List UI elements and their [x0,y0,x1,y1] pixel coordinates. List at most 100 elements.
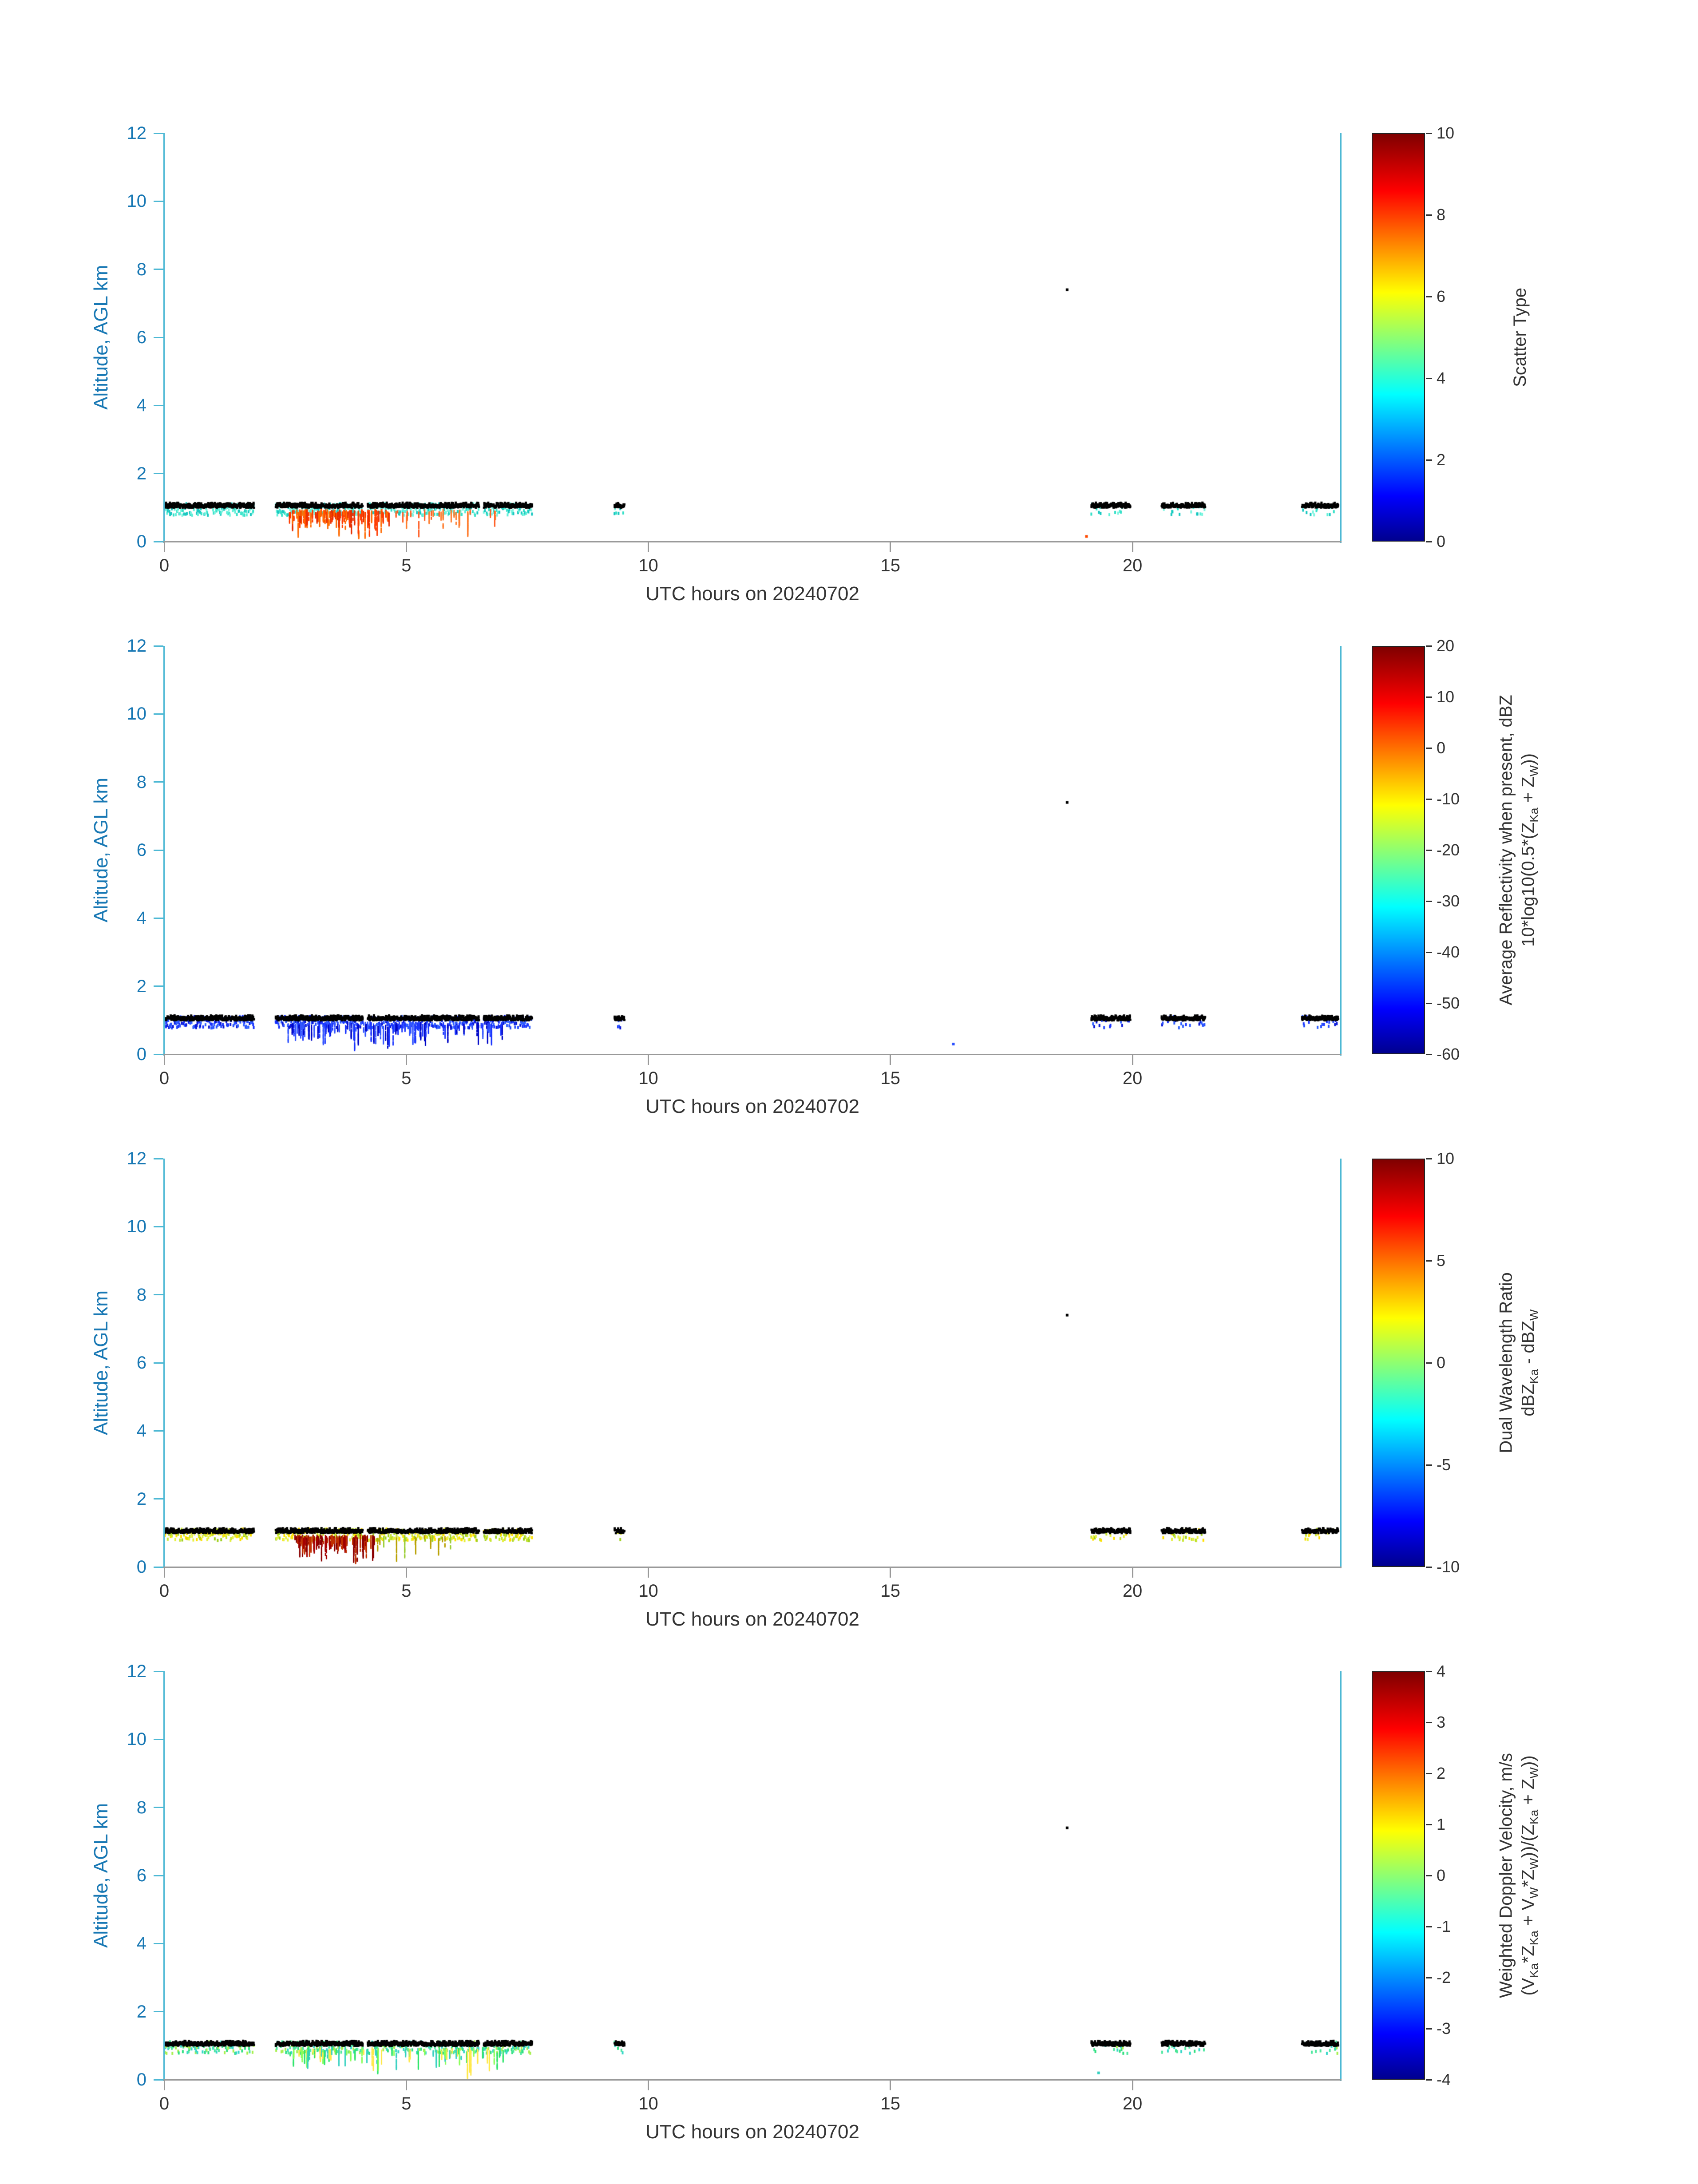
colorbar-label-subscript: Ka [1527,1809,1541,1824]
colorbar-tick-label: -10 [1437,1558,1460,1576]
colorbar-tick-label: 20 [1437,637,1455,655]
y-tick-mark [154,200,163,202]
y-tick-mark [154,1158,163,1159]
colorbar-tick-mark [1426,1260,1432,1262]
colorbar-label-subscript: W [1527,765,1541,777]
colorbar-tick-label: 1 [1437,1815,1446,1833]
x-tick-mark [1132,1055,1133,1065]
y-tick-mark [154,1362,163,1364]
y-tick-label: 2 [136,2002,146,2022]
y-tick-mark [154,269,163,270]
colorbar-tick-label: 2 [1437,1764,1446,1782]
x-axis-line [163,1567,1342,1568]
plot-canvas [164,133,1341,542]
y-tick-label: 10 [127,1217,147,1237]
colorbar-tick-mark [1426,1977,1432,1978]
colorbar-tick-mark [1426,214,1432,216]
y-tick-label: 0 [136,532,146,551]
x-tick-label: 0 [159,2094,170,2113]
y-tick-label: 0 [136,1045,146,1064]
colorbar [1372,1671,1425,2080]
colorbar-tick-mark [1426,1824,1432,1825]
colorbar-tick-mark [1426,1670,1432,1672]
colorbar-tick-label: -30 [1437,892,1460,910]
plot-canvas [164,1671,1341,2080]
colorbar-label-subscript: W [1527,1309,1541,1321]
x-tick-label: 20 [1122,1068,1143,1088]
colorbar-tick-label: 0 [1437,532,1446,550]
y-tick-label: 8 [136,259,146,279]
right-axis-line [1340,133,1342,543]
y-tick-mark [154,645,163,647]
x-tick-label: 5 [401,556,412,575]
y-tick-mark [154,336,163,338]
colorbar-label: Dual Wavelength Ratio dBZKa - dBZW [1495,1272,1545,1453]
x-tick-mark [163,542,165,552]
x-tick-label: 15 [880,1581,901,1601]
x-axis-line [163,1054,1342,1055]
y-tick-label: 4 [136,396,146,415]
y-tick-label: 2 [136,463,146,483]
colorbar-tick-mark [1426,2079,1432,2081]
colorbar-tick-mark [1426,1464,1432,1466]
x-axis-label: UTC hours on 20240702 [645,2121,859,2143]
x-axis-label: UTC hours on 20240702 [645,1096,859,1117]
colorbar-tick-mark [1426,1002,1432,1004]
y-tick-label: 12 [127,123,147,143]
chart-panel-dual-wavelength-ratio: Altitude, AGL km 0 2 4 6 8 10 12 0 5 10 15 20 UTC … [0,1149,1698,1671]
colorbar-label-line: (VKa*ZKa + VW*ZW))/(ZKa + ZW)) [1517,1753,1545,1998]
colorbar-tick-label: 0 [1437,1866,1446,1884]
colorbar-tick-label: -5 [1437,1456,1451,1474]
y-tick-label: 8 [136,1797,146,1817]
colorbar-label-text: )) [1518,1755,1538,1768]
colorbar-tick-mark [1426,1721,1432,1723]
y-tick-label: 10 [127,1729,147,1749]
colorbar-tick-label: -20 [1437,841,1460,859]
colorbar-tick-mark [1426,459,1432,461]
chart-panel-reflectivity: Altitude, AGL km 0 2 4 6 8 10 12 0 5 10 15 20 UTC … [0,636,1698,1159]
x-tick-mark [648,542,649,552]
y-tick-mark [154,1670,163,1672]
y-tick-mark [154,541,163,542]
colorbar-tick-mark [1426,541,1432,542]
y-tick-label: 4 [136,1934,146,1954]
y-tick-mark [154,2011,163,2013]
colorbar-label-line: Average Reflectivity when present, dBZ [1495,695,1517,1005]
colorbar-label-line: 10*log10(0.5*(ZKa + ZW)) [1517,695,1545,1005]
x-axis-label: UTC hours on 20240702 [645,583,859,605]
x-tick-mark [648,1568,649,1578]
colorbar-tick-mark [1426,900,1432,902]
colorbar-label-text: Dual Wavelength Ratio [1496,1272,1516,1453]
x-tick-label: 10 [638,556,658,575]
x-tick-mark [163,1568,165,1578]
y-tick-mark [154,713,163,715]
y-tick-label: 0 [136,1557,146,1577]
y-tick-mark [154,132,163,134]
colorbar-label-subscript: Ka [1527,1369,1541,1384]
y-tick-mark [154,781,163,783]
colorbar-tick-mark [1426,1053,1432,1055]
colorbar-tick-mark [1426,2028,1432,2030]
y-tick-label: 8 [136,1285,146,1305]
x-axis-label: UTC hours on 20240702 [645,1608,859,1630]
y-tick-label: 2 [136,976,146,996]
colorbar-tick-mark [1426,1875,1432,1876]
colorbar [1372,1159,1425,1567]
x-tick-label: 20 [1122,556,1143,575]
colorbar-label: Weighted Doppler Velocity, m/s (VKa*ZKa +… [1495,1753,1545,1998]
plot-area: 0 2 4 6 8 10 12 0 5 10 15 20 [127,123,1342,575]
x-tick-label: 5 [401,1068,412,1088]
y-tick-mark [154,985,163,987]
colorbar [1372,646,1425,1054]
colorbar-gradient [1373,134,1424,541]
colorbar-label-text: 10*log10(0.5*(Z [1518,822,1538,947]
x-tick-mark [405,1568,407,1578]
colorbar-label-text: Scatter Type [1510,288,1530,387]
chart-panel-doppler-velocity: Altitude, AGL km 0 2 4 6 8 10 12 0 5 10 15 20 UTC … [0,1662,1698,2184]
colorbar-label-text: - dBZ [1518,1321,1538,1369]
colorbar-tick-mark [1426,1566,1432,1568]
y-tick-label: 12 [127,1662,147,1681]
colorbar-tick-mark [1426,296,1432,297]
colorbar-tick-label: 10 [1437,124,1455,142]
